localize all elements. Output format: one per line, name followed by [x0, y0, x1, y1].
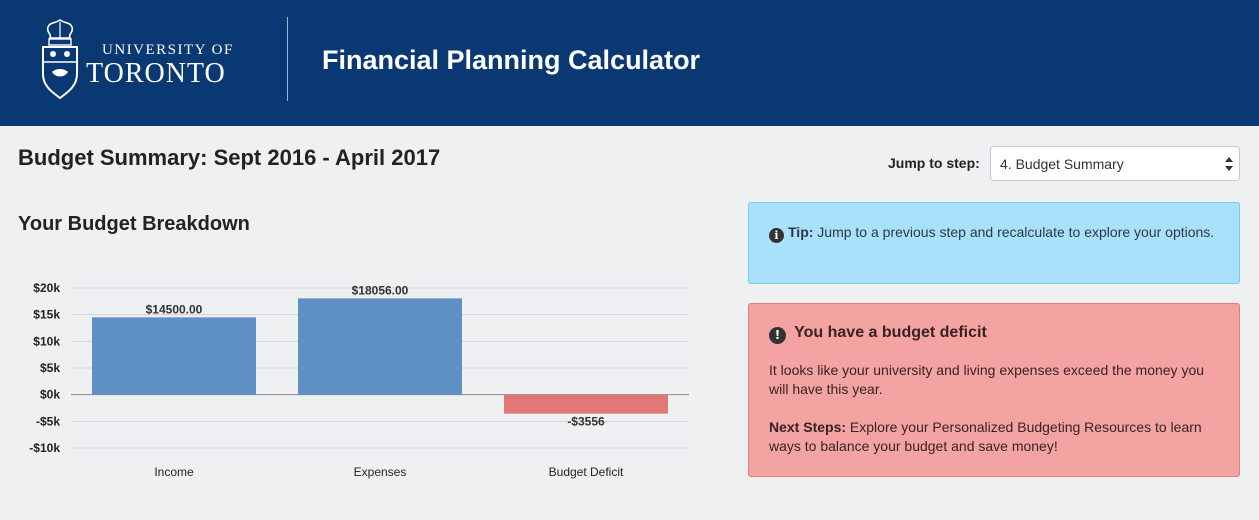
y-tick-label: $20k — [33, 281, 60, 295]
university-line-1: UNIVERSITY OF — [102, 42, 234, 58]
deficit-alert: ! You have a budget deficit It looks lik… — [748, 303, 1240, 477]
budget-chart-svg: $20k $15k $10k $5k $0k -$5k -$10k $14500.00 Inco… — [29, 281, 689, 479]
y-tick-label: $5k — [40, 361, 60, 375]
budget-chart: $20k $15k $10k $5k $0k -$5k -$10k $14500.00 Inco… — [0, 270, 720, 520]
deficit-title-row: ! You have a budget deficit — [769, 324, 1219, 344]
tip-text: Jump to a previous step and recalculate … — [817, 224, 1215, 240]
x-tick-label: Budget Deficit — [549, 465, 624, 479]
deficit-next-steps: Next Steps: Explore your Personalized Bu… — [769, 418, 1219, 456]
bar — [298, 298, 462, 395]
x-tick-label: Income — [154, 465, 194, 479]
y-tick-label: $0k — [40, 388, 60, 402]
site-header: UNIVERSITY OF TORONTO Financial Planning… — [0, 0, 1259, 126]
next-steps-text: Explore your Personalized Budgeting Reso… — [769, 419, 1202, 454]
y-tick-label: $10k — [33, 334, 60, 348]
data-label: $14500.00 — [146, 302, 203, 316]
jump-to-step-label: Jump to step: — [888, 155, 980, 171]
x-tick-label: Expenses — [354, 465, 407, 479]
exclamation-icon: ! — [769, 327, 786, 344]
university-logo[interactable]: UNIVERSITY OF TORONTO — [40, 18, 260, 100]
data-label: $18056.00 — [352, 283, 409, 297]
jump-to-step-value: 4. Budget Summary — [1000, 156, 1124, 172]
app-title: Financial Planning Calculator — [322, 45, 701, 75]
deficit-text: It looks like your university and living… — [769, 362, 1205, 397]
section-title: Your Budget Breakdown — [18, 213, 250, 235]
header-divider — [287, 17, 288, 101]
data-label: -$3556 — [567, 415, 605, 429]
y-tick-label: $15k — [33, 308, 60, 322]
bar — [504, 394, 668, 414]
y-tick-label: -$5k — [36, 414, 60, 428]
y-tick-label: -$10k — [29, 441, 60, 455]
page-title: Budget Summary: Sept 2016 - April 2017 — [18, 145, 441, 170]
jump-to-step-select[interactable]: 4. Budget Summary — [990, 146, 1240, 181]
info-icon: i — [769, 228, 784, 243]
university-line-2: TORONTO — [86, 58, 226, 89]
bar — [92, 317, 256, 395]
crest-icon — [42, 19, 78, 100]
tip-label: Tip: — [788, 224, 814, 240]
select-arrows-icon — [1225, 157, 1233, 171]
next-steps-label: Next Steps: — [769, 419, 847, 435]
tip-alert: i Tip: Jump to a previous step and recalc… — [748, 202, 1240, 284]
deficit-title: You have a budget deficit — [794, 324, 987, 341]
